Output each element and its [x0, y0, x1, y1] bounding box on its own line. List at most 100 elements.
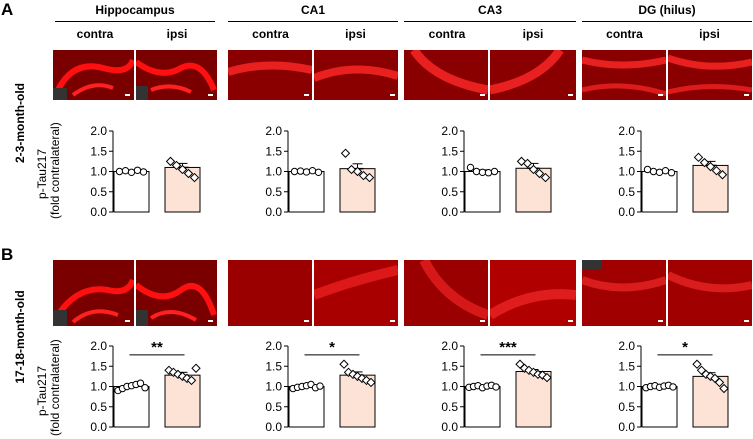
data-point-ipsi: [534, 168, 545, 179]
condition-label-contra: contra: [252, 27, 289, 41]
data-point-contra: [484, 169, 493, 177]
data-point-contra: [141, 384, 149, 392]
data-point-contra: [472, 167, 481, 176]
region-header-hippocampus: Hippocampus: [95, 3, 175, 17]
data-point-contra: [490, 167, 499, 176]
micrograph-ca1-ipsi-old: [314, 260, 398, 326]
panel-letter-a: A: [1, 0, 14, 19]
y-tick-label: 2.0: [441, 339, 458, 353]
y-tick-label: 0.5: [618, 400, 635, 414]
micrograph-hippocampus-ipsi-old: [136, 260, 217, 326]
y-tick-label: 2.0: [90, 339, 107, 353]
condition-label-ipsi: ipsi: [166, 27, 188, 41]
region-header-dg-hilus: DG (hilus): [638, 3, 696, 17]
y-tick-label: 0.0: [441, 205, 458, 219]
bar-contra: [288, 171, 325, 213]
data-point-contra: [466, 163, 475, 172]
y-tick-label: 1.0: [441, 165, 458, 179]
y-tick-label: 1.5: [441, 144, 458, 158]
data-point-contra: [655, 168, 664, 177]
y-tick-label: 1.5: [90, 144, 107, 158]
y-tick-label: 0.5: [441, 400, 458, 414]
data-point-contra: [669, 383, 677, 391]
bar-ipsi: [692, 375, 729, 428]
data-point-contra: [667, 169, 676, 177]
data-point-contra: [139, 168, 148, 176]
region-header-ca3: CA3: [477, 3, 502, 17]
micrograph-dg-ipsi-old: [668, 260, 752, 326]
y-tick-label: 0.0: [90, 205, 107, 219]
data-point-contra: [661, 166, 670, 175]
data-point-ipsi: [699, 157, 710, 168]
data-point-ipsi: [183, 168, 194, 179]
y-tick-label: 1.5: [90, 359, 107, 373]
data-point-ipsi: [528, 164, 539, 175]
data-point-ipsi: [177, 164, 188, 175]
data-point-ipsi: [522, 158, 533, 169]
micrograph-hippocampus-contra-old: [53, 260, 134, 326]
data-point-contra: [121, 166, 130, 175]
header-underline: [582, 21, 752, 22]
data-point-contra: [649, 167, 658, 176]
y-tick-label: 1.5: [618, 359, 635, 373]
data-point-ipsi: [340, 148, 351, 158]
y-tick-label: 1.0: [90, 380, 107, 394]
significance-label: *: [682, 339, 688, 356]
data-point-contra: [133, 166, 142, 174]
micrograph-dg-contra-old: [582, 260, 666, 326]
data-point-contra: [478, 168, 487, 177]
data-point-ipsi: [186, 375, 197, 386]
significance-label: **: [151, 339, 163, 356]
condition-label-contra: contra: [428, 27, 466, 41]
y-tick-label: 2.0: [90, 124, 107, 138]
y-tick-label: 1.0: [265, 380, 282, 394]
data-point-ipsi: [692, 359, 702, 369]
y-tick-label: 2.0: [618, 339, 635, 353]
y-tick-label: 1.0: [441, 380, 458, 394]
data-point-ipsi: [693, 152, 704, 163]
data-point-ipsi: [165, 156, 176, 167]
data-point-ipsi: [352, 166, 363, 177]
y-tick-label: 0.0: [618, 205, 635, 219]
y-tick-label: 1.5: [265, 359, 282, 373]
bar-contra: [641, 171, 678, 213]
header-underline: [228, 21, 398, 22]
data-point-ipsi: [705, 161, 716, 172]
significance-label: ***: [499, 339, 517, 356]
micrograph-ca1-contra-young: [228, 50, 312, 100]
data-point-contra: [296, 167, 305, 175]
data-point-contra: [643, 165, 652, 174]
data-point-contra: [302, 168, 311, 176]
y-tick-label: 2.0: [265, 339, 282, 353]
y-tick-label: 0.5: [618, 185, 635, 199]
y-tick-label: 0.5: [90, 400, 107, 414]
y-tick-label: 1.0: [265, 165, 282, 179]
y-tick-label: 2.0: [618, 124, 635, 138]
data-point-ipsi: [191, 363, 201, 373]
significance-label: *: [329, 339, 335, 356]
y-tick-label: 0.0: [265, 420, 282, 434]
bar-contra: [113, 171, 150, 213]
micrograph-hippocampus-ipsi-young: [136, 50, 217, 100]
y-tick-label: 0.0: [618, 420, 635, 434]
data-point-ipsi: [171, 160, 182, 171]
data-point-ipsi: [711, 165, 722, 176]
micrograph-ca1-ipsi-young: [314, 50, 398, 100]
data-point-ipsi: [366, 377, 376, 388]
bar-contra: [464, 171, 501, 213]
y-tick-label: 0.5: [265, 185, 282, 199]
micrograph-ca1-contra-old: [228, 260, 312, 326]
y-tick-label: 1.0: [618, 165, 635, 179]
micrograph-ca3-contra-young: [404, 50, 488, 100]
data-point-contra: [290, 167, 299, 176]
condition-label-ipsi: ipsi: [345, 27, 366, 41]
data-point-contra: [308, 166, 317, 175]
condition-label-contra: contra: [606, 27, 643, 41]
bar-contra: [641, 386, 678, 428]
micrograph-hippocampus-contra-young: [53, 50, 134, 100]
data-point-ipsi: [717, 170, 728, 180]
data-point-ipsi: [540, 172, 551, 183]
y-tick-label: 1.5: [265, 144, 282, 158]
data-point-contra: [115, 167, 124, 176]
